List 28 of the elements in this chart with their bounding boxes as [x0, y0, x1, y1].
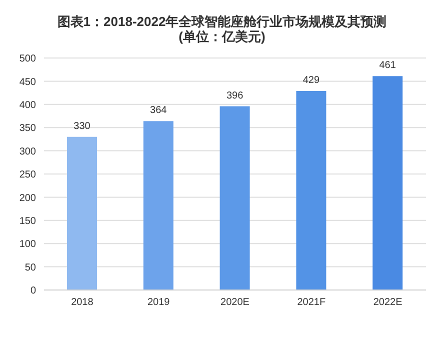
y-tick-label: 150 — [19, 216, 36, 227]
y-tick-label: 0 — [30, 286, 36, 297]
y-tick-label: 200 — [19, 192, 36, 204]
x-tick-label: 2022E — [373, 297, 403, 308]
y-tick-label: 450 — [19, 76, 36, 88]
bar — [296, 90, 326, 290]
chart-title: 图表1：2018-2022年全球智能座舱行业市场规模及其预测 — [56, 14, 388, 29]
chart-subtitle: (单位：亿美元) — [178, 29, 266, 44]
bar — [143, 121, 174, 290]
y-tick-label: 500 — [19, 54, 36, 65]
x-tick-label: 2020E — [220, 297, 250, 308]
y-tick-label: 350 — [19, 123, 36, 134]
bar — [372, 76, 403, 290]
data-label: 364 — [150, 105, 168, 116]
data-label: 429 — [302, 74, 320, 86]
y-tick-label: 100 — [19, 239, 36, 250]
bar — [220, 106, 250, 290]
x-tick-label: 2019 — [147, 297, 170, 308]
data-label: 330 — [74, 120, 91, 132]
x-tick-label: 2021F — [297, 297, 326, 308]
y-tick-label: 250 — [19, 170, 36, 181]
y-tick-label: 400 — [19, 100, 36, 111]
y-tick-label: 300 — [19, 146, 36, 158]
x-tick-label: 2018 — [71, 297, 94, 308]
data-label: 461 — [379, 60, 396, 72]
bar — [67, 136, 97, 290]
data-label: 396 — [226, 90, 244, 102]
y-tick-label: 50 — [24, 262, 36, 274]
